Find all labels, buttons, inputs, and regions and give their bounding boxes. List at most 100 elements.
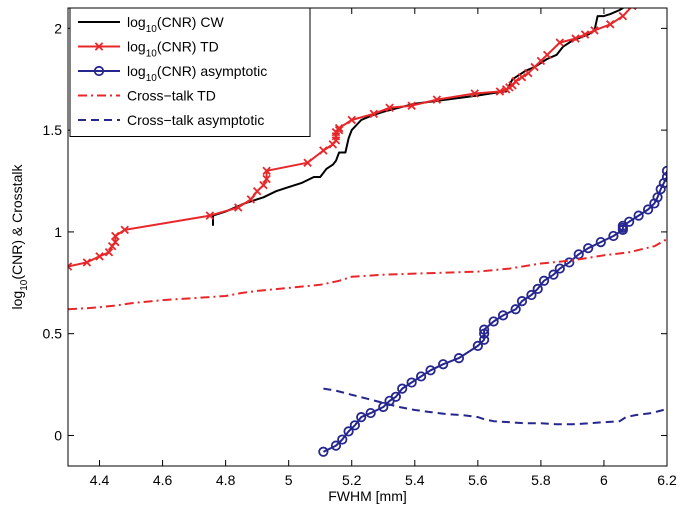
data-point-cnr_asym xyxy=(532,283,543,295)
data-point-cnr_td xyxy=(252,186,262,196)
data-point-cnr_td xyxy=(234,203,243,212)
data-point-cnr_td xyxy=(618,11,628,21)
series-line-crosstalk_td xyxy=(68,238,667,311)
legend-entry-cnr_asym: log10(CNR) asymptotic xyxy=(78,63,267,84)
data-point-cnr_asym xyxy=(349,420,360,431)
series-cnr_td xyxy=(68,8,637,271)
data-point-cnr_asym xyxy=(497,310,509,321)
data-point-cnr_asym xyxy=(488,316,499,327)
series-crosstalk_asym xyxy=(323,387,667,426)
x-axis-title: FWHM [mm] xyxy=(328,488,407,504)
data-point-cnr_td xyxy=(334,123,344,133)
axes: 4.4 4.6 4.8 5 5.2 5.4 5.6 5.8 6 6.2 0 0.5 1 1.5 2 xyxy=(43,7,677,488)
x-tick-label: 4.8 xyxy=(216,472,236,488)
legend-marker xyxy=(94,42,104,51)
data-point-cnr_asym xyxy=(356,412,367,423)
data-point-cnr_asym xyxy=(343,426,354,437)
x-tick-label: 6 xyxy=(600,472,608,488)
data-point-cnr_td xyxy=(470,89,479,98)
data-point-cnr_asym xyxy=(608,230,619,242)
data-point-cnr_asym xyxy=(438,359,449,370)
data-point-cnr_td xyxy=(262,174,271,184)
x-tick-label: 4.4 xyxy=(90,472,110,488)
data-point-cnr_td xyxy=(524,68,533,78)
plot-frame xyxy=(67,7,668,467)
y-axis-title-main: log xyxy=(9,291,25,310)
legend-label: log10(CNR) asymptotic xyxy=(127,63,267,84)
x-tick-label: 5.2 xyxy=(342,472,362,488)
x-tick-label: 5 xyxy=(285,472,293,488)
y-tick-label: 1 xyxy=(54,224,62,240)
data-point-cnr_asym xyxy=(330,440,342,451)
legend-label-main: log xyxy=(127,14,146,30)
legend-label: Cross−talk TD xyxy=(127,88,216,104)
data-point-cnr_td xyxy=(369,109,379,119)
data-point-cnr_td xyxy=(432,95,442,104)
data-point-cnr_asym xyxy=(479,334,490,345)
data-point-cnr_asym xyxy=(516,296,528,307)
y-tick-label: 2 xyxy=(54,20,62,36)
y-axis-title-rest: (CNR) & Crosstalk xyxy=(9,164,25,280)
data-point-cnr_td xyxy=(590,26,599,35)
legend-label-main: Cross−talk TD xyxy=(127,88,216,104)
data-point-cnr_td xyxy=(536,56,546,66)
data-point-cnr_asym xyxy=(624,216,635,227)
legend-label-rest: (CNR) TD xyxy=(157,39,219,55)
data-point-cnr_td xyxy=(580,30,590,39)
data-point-cnr_td xyxy=(385,103,394,112)
data-point-cnr_td xyxy=(407,101,416,110)
legend-label: Cross−talk asymptotic xyxy=(127,112,264,128)
series-cnr_asym xyxy=(318,165,667,457)
data-point-cnr_asym xyxy=(595,236,606,248)
data-point-cnr_td xyxy=(246,195,256,204)
data-point-cnr_td xyxy=(511,77,520,86)
data-point-cnr_td xyxy=(68,262,73,271)
legend-label-sub: 10 xyxy=(146,49,158,60)
data-point-cnr_asym xyxy=(554,263,565,274)
legend-label-sub: 10 xyxy=(146,24,158,35)
legend-label-main: Cross−talk asymptotic xyxy=(127,112,264,128)
data-point-cnr_td xyxy=(95,252,104,261)
data-point-cnr_asym xyxy=(378,401,389,413)
legend-entry-crosstalk_asym: Cross−talk asymptotic xyxy=(78,112,264,128)
data-point-cnr_td xyxy=(571,34,580,43)
data-point-cnr_asym xyxy=(318,446,329,457)
data-point-cnr_asym xyxy=(548,269,559,280)
x-tick-label: 5.4 xyxy=(405,472,425,488)
data-point-cnr_td xyxy=(319,146,328,155)
y-axis-title: log10(CNR) & Crosstalk xyxy=(9,164,30,310)
data-point-cnr_asym xyxy=(406,377,417,388)
data-point-cnr_asym xyxy=(479,328,490,339)
data-point-cnr_td xyxy=(262,166,271,176)
data-point-cnr_asym xyxy=(337,434,348,445)
data-point-cnr_td xyxy=(530,62,539,72)
y-tick-label: 0.5 xyxy=(43,326,63,342)
legend-label: log10(CNR) CW xyxy=(127,14,224,35)
legend-entry-crosstalk_td: Cross−talk TD xyxy=(78,88,216,104)
data-point-cnr_td xyxy=(303,158,312,167)
data-point-cnr_asym xyxy=(564,257,575,268)
x-tick-label: 4.6 xyxy=(153,472,173,488)
data-point-cnr_asym xyxy=(510,304,521,315)
plot-area xyxy=(68,8,667,457)
y-tick-label: 0 xyxy=(54,427,62,443)
data-point-cnr_asym xyxy=(425,365,436,376)
data-point-cnr_td xyxy=(259,180,268,190)
x-tick-label: 5.8 xyxy=(531,472,551,488)
data-point-cnr_td xyxy=(495,87,505,96)
data-point-cnr_td xyxy=(334,125,344,135)
legend-entry-cnr_td: log10(CNR) TD xyxy=(78,39,219,60)
data-point-cnr_asym xyxy=(365,407,376,419)
data-point-cnr_td xyxy=(111,231,120,241)
data-point-cnr_asym xyxy=(633,210,644,221)
data-point-cnr_td xyxy=(111,237,120,247)
legend-label: log10(CNR) TD xyxy=(127,39,219,60)
y-axis-title-sub: 10 xyxy=(19,279,30,291)
data-point-cnr_asym xyxy=(415,371,427,382)
data-point-cnr_asym xyxy=(538,275,550,286)
data-point-cnr_asym xyxy=(583,243,594,254)
legend-label-rest: (CNR) CW xyxy=(157,14,225,30)
data-point-cnr_td xyxy=(542,50,552,60)
